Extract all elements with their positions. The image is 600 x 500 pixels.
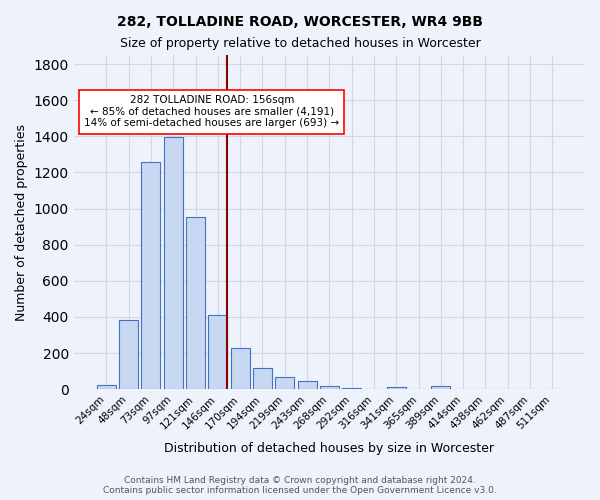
Bar bbox=[387, 388, 406, 389]
Bar bbox=[142, 162, 160, 389]
Bar bbox=[164, 137, 183, 389]
Bar bbox=[298, 380, 317, 389]
Bar bbox=[409, 388, 428, 389]
Bar bbox=[320, 386, 339, 389]
Bar bbox=[364, 388, 383, 389]
Bar bbox=[208, 315, 227, 389]
Text: 282, TOLLADINE ROAD, WORCESTER, WR4 9BB: 282, TOLLADINE ROAD, WORCESTER, WR4 9BB bbox=[117, 15, 483, 29]
Text: Size of property relative to detached houses in Worcester: Size of property relative to detached ho… bbox=[119, 38, 481, 51]
Bar bbox=[230, 348, 250, 389]
Y-axis label: Number of detached properties: Number of detached properties bbox=[15, 124, 28, 320]
Bar bbox=[186, 216, 205, 389]
Text: 282 TOLLADINE ROAD: 156sqm
← 85% of detached houses are smaller (4,191)
14% of s: 282 TOLLADINE ROAD: 156sqm ← 85% of deta… bbox=[84, 95, 339, 128]
Bar bbox=[431, 386, 450, 389]
Bar bbox=[275, 378, 294, 389]
X-axis label: Distribution of detached houses by size in Worcester: Distribution of detached houses by size … bbox=[164, 442, 494, 455]
Bar bbox=[97, 384, 116, 389]
Text: Contains HM Land Registry data © Crown copyright and database right 2024.
Contai: Contains HM Land Registry data © Crown c… bbox=[103, 476, 497, 495]
Bar bbox=[119, 320, 138, 389]
Bar bbox=[342, 388, 361, 389]
Bar bbox=[253, 368, 272, 389]
